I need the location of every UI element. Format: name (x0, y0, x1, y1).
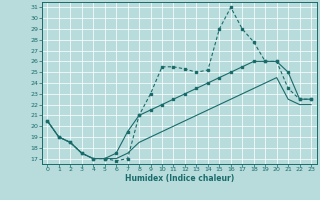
X-axis label: Humidex (Indice chaleur): Humidex (Indice chaleur) (124, 174, 234, 183)
